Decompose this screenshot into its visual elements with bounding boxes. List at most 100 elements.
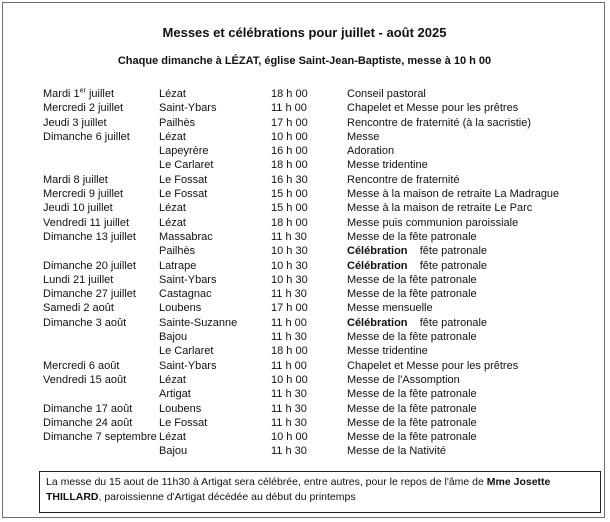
schedule-event-label: Messe tridentine: [347, 345, 428, 358]
note-text-end: , paroissienne d'Artigat décédée au débu…: [98, 491, 356, 503]
schedule-event: Messe de la fête patronale: [347, 330, 607, 344]
schedule-event-label: Messe puis communion paroissiale: [347, 216, 519, 229]
schedule-place: Le Fossat: [159, 188, 208, 201]
schedule-time: 18 h 00: [271, 345, 308, 358]
schedule-time: 11 h 30: [271, 230, 307, 243]
schedule-date: Dimanche 17 août: [43, 402, 133, 415]
schedule-event: Messe tridentine: [347, 344, 607, 358]
schedule-time: 10 h 00: [271, 373, 308, 386]
schedule-time: 15 h 00: [271, 202, 308, 215]
schedule-place: Loubens: [159, 402, 202, 415]
schedule-event: Messe: [347, 130, 607, 144]
schedule-event-label: Rencontre de fraternité: [347, 173, 460, 186]
schedule-date: Mardi 8 juillet: [43, 173, 108, 186]
schedule-time: 17 h 00: [271, 116, 308, 129]
schedule-time: 18 h 00: [271, 88, 308, 100]
schedule-event-label: Rencontre de fraternité (à la sacristie): [347, 116, 532, 129]
schedule-event-label: Messe: [347, 130, 380, 143]
note-name: Mme Josette THILLARD: [46, 476, 551, 503]
schedule-date: Mercredi 2 juillet: [43, 102, 124, 115]
schedule-place: Pailhès: [159, 245, 196, 258]
schedule-event-label: Messe à la maison de retraite Le Parc: [347, 202, 533, 215]
schedule-event-label: Messe de la fête patronale: [347, 388, 477, 401]
schedule-place: Artigat: [159, 388, 191, 401]
schedule-event-label: fête patronale: [419, 259, 488, 272]
schedule-date: Vendredi 15 août: [43, 373, 127, 386]
page-subtitle: Chaque dimanche à LÉZAT, église Saint-Je…: [117, 55, 492, 67]
schedule-time: 10 h 30: [271, 245, 308, 258]
schedule-time: 17 h 00: [271, 302, 308, 315]
schedule-event: Messe de la Nativité: [347, 444, 607, 458]
document-page: Messes et célébrations pour juillet - ao…: [2, 2, 605, 518]
schedule-event: Chapelet et Messe pour les prêtres: [347, 101, 607, 115]
schedule-event-label: Adoration: [347, 145, 395, 158]
schedule-date: Mardi 1er juillet: [43, 87, 115, 100]
schedule-date: Samedi 2 août: [43, 302, 114, 315]
schedule-time: 15 h 00: [271, 188, 308, 201]
schedule-date: Lundi 21 juillet: [43, 273, 114, 286]
schedule-place: Bajou: [159, 331, 188, 344]
schedule-place: Massabrac: [159, 230, 213, 243]
schedule-event: Chapelet et Messe pour les prêtres: [347, 359, 607, 373]
schedule-event-label: Conseil pastoral: [347, 88, 426, 100]
schedule-place: Bajou: [159, 445, 188, 458]
schedule-event-label: fête patronale: [419, 316, 488, 329]
schedule-event-label: Messe mensuelle: [347, 302, 433, 315]
schedule-event-label: Messe de l'Assomption: [347, 373, 460, 386]
schedule-event-label: Messe de la Nativité: [347, 445, 447, 458]
schedule-place: Le Carlaret: [159, 345, 214, 358]
schedule-time: 16 h 00: [271, 145, 308, 158]
schedule-place: Le Fossat: [159, 173, 208, 186]
schedule-date: Dimanche 27 juillet: [43, 288, 136, 301]
schedule-time: 18 h 00: [271, 216, 308, 229]
schedule-event-label: Messe de la fête patronale: [347, 331, 477, 344]
schedule-event: Messe à la maison de retraite La Madragu…: [347, 187, 607, 201]
schedule-place: Lézat: [159, 373, 186, 386]
schedule-event-type: Célébration: [347, 245, 408, 258]
schedule-event-label: fête patronale: [419, 245, 488, 258]
schedule-event-label: Messe tridentine: [347, 159, 428, 172]
schedule-event-label: Chapelet et Messe pour les prêtres: [347, 102, 519, 115]
schedule-place: Le Fossat: [159, 416, 208, 429]
schedule-date: Jeudi 10 juillet: [43, 202, 113, 215]
schedule-date: Vendredi 11 juillet: [43, 216, 130, 229]
ordinal-suffix: er: [79, 87, 86, 95]
schedule-event-type: Célébration: [347, 316, 408, 329]
schedule-event-label: Messe de la fête patronale: [347, 431, 477, 444]
schedule-event: Messe de la fête patronale: [347, 287, 607, 301]
schedule-time: 10 h 00: [271, 130, 308, 143]
schedule-event-label: Messe de la fête patronale: [347, 273, 477, 286]
schedule-place: Latrape: [159, 259, 197, 272]
schedule-time: 11 h 00: [271, 359, 307, 372]
schedule-event: Messe à la maison de retraite Le Parc: [347, 201, 607, 215]
schedule-event-label: Messe de la fête patronale: [347, 230, 477, 243]
schedule-time: 11 h 30: [271, 416, 307, 429]
schedule-event-label: Messe de la fête patronale: [347, 402, 477, 415]
memorial-note: La messe du 15 aout de 11h30 à Artigat s…: [39, 471, 601, 513]
schedule-place: Loubens: [159, 302, 202, 315]
schedule-place: Le Carlaret: [159, 159, 214, 172]
schedule-date: Dimanche 24 août: [43, 416, 133, 429]
schedule-event: Messe de la fête patronale: [347, 416, 607, 430]
schedule-place: Pailhès: [159, 116, 196, 129]
schedule-time: 16 h 30: [271, 173, 308, 186]
schedule-event: Célébration fête patronale: [347, 259, 607, 273]
schedule-place: Lézat: [159, 88, 186, 100]
schedule-date: Dimanche 13 juillet: [43, 230, 136, 243]
note-text-intro: La messe du 15 aout de 11h30 à Artigat s…: [46, 476, 487, 488]
schedule-event: Messe puis communion paroissiale: [347, 216, 607, 230]
schedule-event: Messe de la fête patronale: [347, 230, 607, 244]
schedule-event: Rencontre de fraternité: [347, 173, 607, 187]
schedule-place: Sainte-Suzanne: [159, 316, 238, 329]
schedule-time: 10 h 30: [271, 259, 308, 272]
schedule-place: Lézat: [159, 202, 186, 215]
schedule-place: Lézat: [159, 431, 186, 444]
schedule-event: Célébration fête patronale: [347, 244, 607, 258]
schedule-time: 11 h 00: [271, 102, 307, 115]
schedule-place: Castagnac: [159, 288, 212, 301]
schedule-event: Adoration: [347, 144, 607, 158]
page-title: Messes et célébrations pour juillet - ao…: [162, 25, 447, 40]
schedule-date: Mercredi 6 août: [43, 359, 120, 372]
schedule-time: 11 h 30: [271, 402, 307, 415]
schedule-event: Messe mensuelle: [347, 301, 607, 315]
